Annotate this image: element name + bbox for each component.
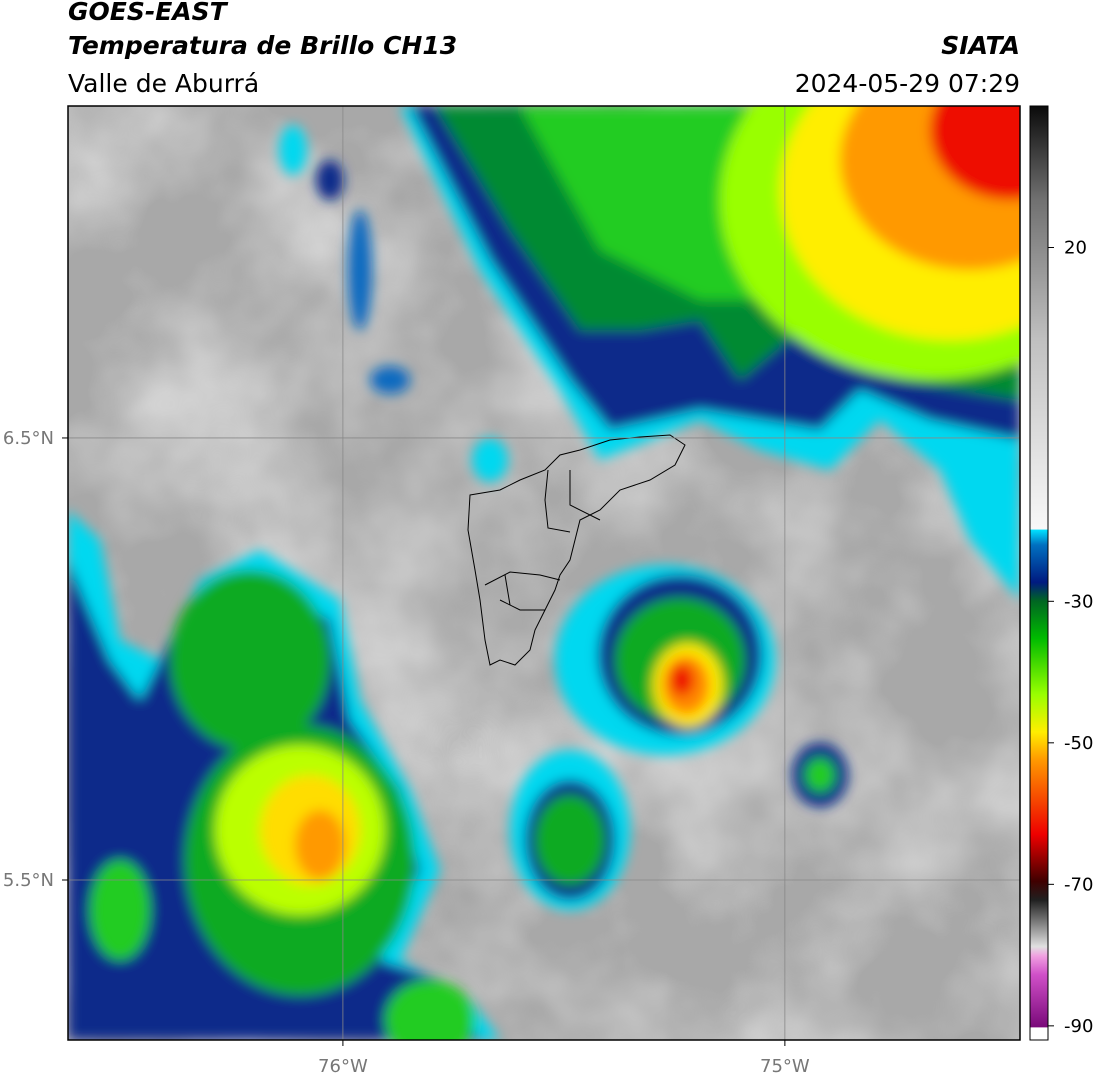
colorbar-tick-label: -30: [1064, 591, 1093, 612]
map-frame: [67, 105, 1021, 1041]
y-tick-label: 5.5°N: [3, 870, 54, 891]
satellite-image: [68, 106, 1020, 1040]
colorbar-tick-label: -50: [1064, 733, 1093, 754]
subtitle: Temperatura de Brillo CH13: [68, 31, 457, 60]
x-tick-label: 76°W: [318, 1056, 368, 1077]
colorbar: [1029, 105, 1049, 1041]
grid: [68, 106, 1020, 1040]
colorbar-tick-label: -90: [1064, 1016, 1093, 1037]
datetime: 2024-05-29 07:29: [795, 69, 1020, 98]
colorbar-tick-label: 20: [1064, 238, 1087, 259]
region: Valle de Aburrá: [68, 69, 259, 98]
x-tick-label: 75°W: [760, 1056, 810, 1077]
colorbar-tick-label: -70: [1064, 874, 1093, 895]
y-tick-label: 6.5°N: [3, 428, 54, 449]
title: GOES-EAST: [68, 0, 229, 26]
source: SIATA: [941, 31, 1020, 60]
